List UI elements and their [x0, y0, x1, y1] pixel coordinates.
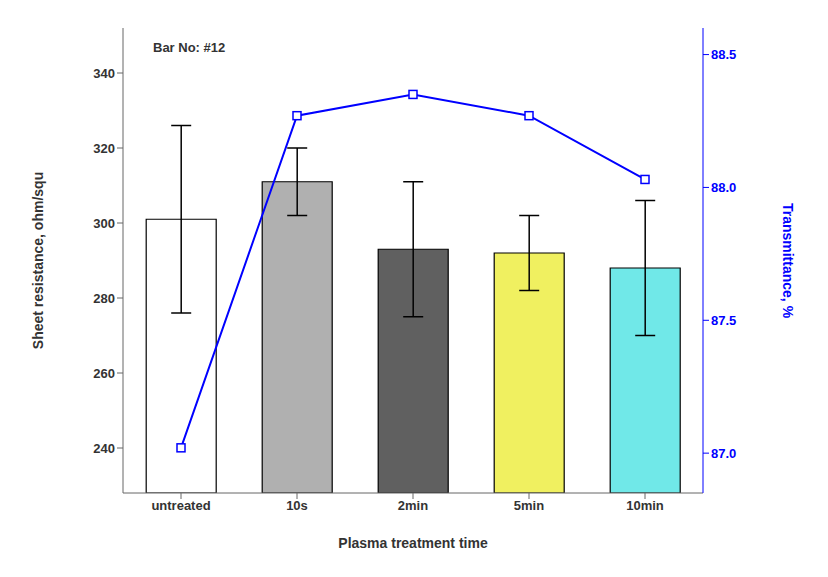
- svg-text:300: 300: [93, 216, 115, 231]
- svg-text:10s: 10s: [286, 498, 308, 513]
- svg-text:340: 340: [93, 66, 115, 81]
- svg-text:2min: 2min: [398, 498, 428, 513]
- svg-text:280: 280: [93, 291, 115, 306]
- svg-text:88.0: 88.0: [711, 180, 736, 195]
- svg-text:87.5: 87.5: [711, 313, 736, 328]
- svg-text:Transmittance, %: Transmittance, %: [780, 203, 796, 319]
- svg-text:240: 240: [93, 441, 115, 456]
- svg-text:87.0: 87.0: [711, 446, 736, 461]
- svg-text:320: 320: [93, 141, 115, 156]
- svg-text:5min: 5min: [514, 498, 544, 513]
- svg-text:10min: 10min: [626, 498, 664, 513]
- svg-text:Sheet resistance, ohm/squ: Sheet resistance, ohm/squ: [30, 172, 46, 349]
- html-text:Bar No: #12: Bar No: #12: [153, 40, 226, 55]
- svg-text:Plasma treatment time: Plasma treatment time: [338, 535, 488, 551]
- svg-text:88.5: 88.5: [711, 47, 736, 62]
- svg-text:untreated: untreated: [151, 498, 210, 513]
- svg-text:260: 260: [93, 366, 115, 381]
